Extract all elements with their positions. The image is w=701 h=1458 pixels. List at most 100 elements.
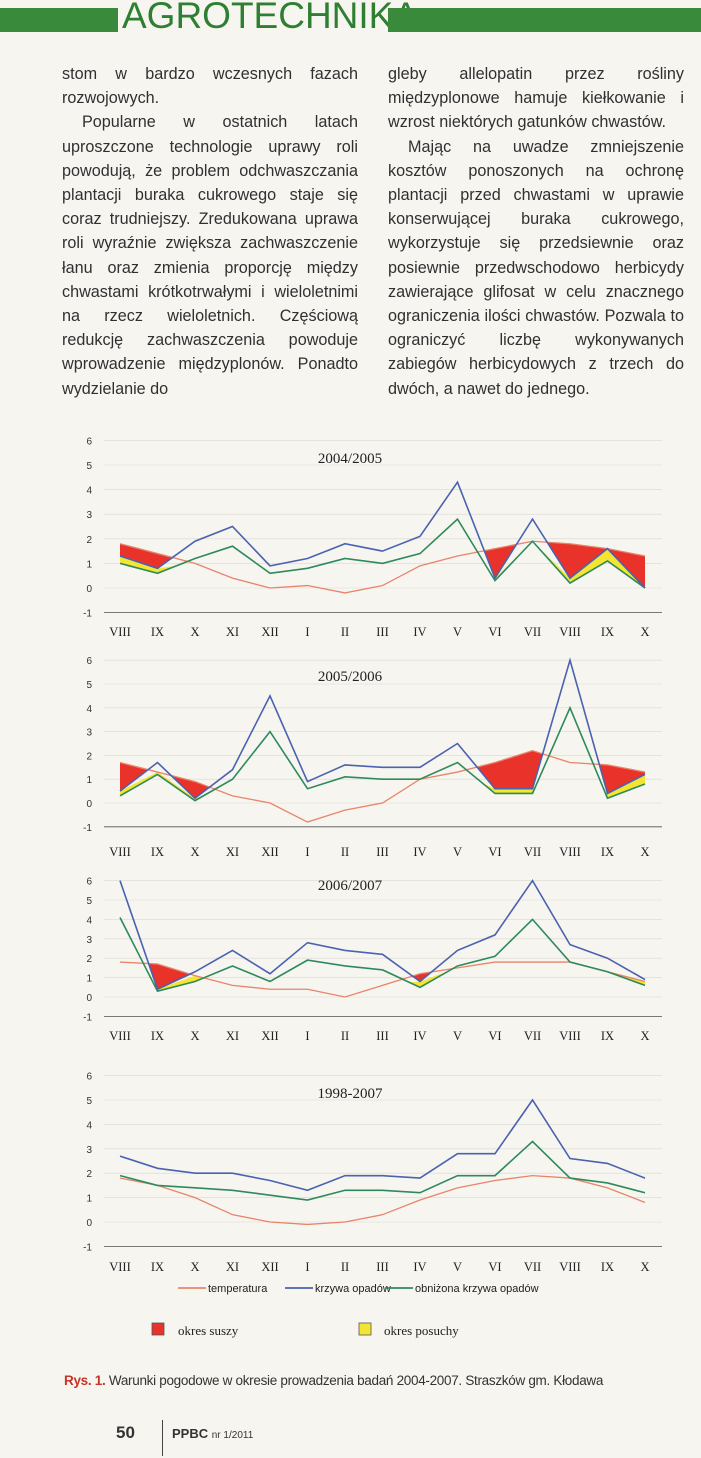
y-tick-label: 2 (86, 751, 92, 762)
y-tick-label: 0 (86, 584, 92, 595)
x-tick-label: IX (151, 1260, 164, 1274)
reduced-rain-line (119, 517, 646, 589)
y-tick-label: 4 (86, 704, 92, 715)
figure-caption: Rys. 1. Warunki pogodowe w okresie prowa… (64, 1373, 603, 1388)
rain-line (119, 1098, 646, 1192)
x-tick-label: VIII (559, 1029, 581, 1043)
x-tick-label: VII (524, 1260, 541, 1274)
chart-legend: temperatura krzywa opadów obniżona krzywa … (151, 1283, 539, 1338)
y-tick-label: 2 (86, 535, 92, 546)
reduced-rain-line (119, 917, 646, 993)
x-tick-label: I (305, 625, 309, 639)
chart-title: 1998-2007 (318, 1086, 383, 1102)
y-tick-label: 1 (86, 775, 92, 786)
x-tick-label: V (453, 1029, 462, 1043)
y-tick-label: 4 (86, 486, 92, 497)
x-tick-label: VIII (109, 1029, 131, 1043)
reduced-rain-line (119, 705, 646, 802)
x-tick-label: X (190, 1260, 199, 1274)
x-tick-label: XII (261, 845, 278, 859)
x-tick-label: VIII (109, 845, 131, 859)
x-tick-label: IV (413, 1029, 426, 1043)
x-tick-label: II (341, 845, 349, 859)
temperature-line (119, 961, 646, 998)
y-tick-label: 5 (86, 680, 92, 691)
x-tick-label: IX (151, 1029, 164, 1043)
section-title: AGROTECHNIKA (122, 0, 419, 36)
x-tick-label: IX (601, 1260, 614, 1274)
drought-area (120, 762, 149, 792)
drought-area (120, 543, 158, 569)
header-bar-left (0, 8, 118, 32)
y-tick-label: 0 (86, 993, 92, 1004)
y-tick-label: 0 (86, 1218, 92, 1229)
x-tick-label: III (376, 845, 389, 859)
y-tick-label: 4 (86, 1120, 92, 1131)
x-tick-label: V (453, 1260, 462, 1274)
y-tick-label: 1 (86, 559, 92, 570)
x-tick-label: IX (151, 845, 164, 859)
legend-label-drought: okres suszy (178, 1323, 239, 1338)
x-tick-label: III (376, 1029, 389, 1043)
x-tick-label: IX (601, 625, 614, 639)
x-tick-label: VI (488, 845, 501, 859)
legend-label: temperatura (208, 1283, 268, 1295)
x-tick-label: V (453, 625, 462, 639)
y-tick-label: 2 (86, 1169, 92, 1180)
x-tick-label: X (190, 1029, 199, 1043)
y-tick-label: -1 (83, 609, 92, 620)
y-tick-label: -1 (83, 1012, 92, 1023)
drought-area (570, 543, 608, 579)
y-tick-label: 2 (86, 954, 92, 965)
x-tick-label: XI (226, 1260, 239, 1274)
x-tick-label: XII (261, 1260, 278, 1274)
x-tick-label: X (190, 845, 199, 859)
y-tick-label: 4 (86, 915, 92, 926)
y-tick-label: 6 (86, 436, 92, 447)
temperature-line (119, 540, 646, 594)
x-tick-label: X (640, 625, 649, 639)
temperature-line (119, 749, 646, 823)
x-tick-label: I (305, 1029, 309, 1043)
x-tick-label: XI (226, 1029, 239, 1043)
y-tick-label: 3 (86, 510, 92, 521)
y-tick-label: 5 (86, 461, 92, 472)
caption-text: Warunki pogodowe w okresie prowadzenia b… (108, 1373, 604, 1388)
x-tick-label: X (640, 1029, 649, 1043)
x-tick-label: VIII (559, 845, 581, 859)
publication-issue: nr 1/2011 (211, 1430, 254, 1441)
x-tick-label: VIII (109, 1260, 131, 1274)
dry-area (570, 548, 608, 584)
dry-area (607, 774, 645, 799)
rain-line (119, 480, 646, 589)
paragraph: Mając na uwadze zmniejszenie kosztów pon… (388, 137, 684, 398)
paragraph: stom w bardzo wczesnych fazach rozwojowy… (62, 65, 358, 108)
publication-name: PPBC nr 1/2011 (172, 1426, 253, 1441)
paragraph: gleby allelopatin przez rośliny międzypl… (388, 65, 684, 132)
x-tick-label: II (341, 1260, 349, 1274)
page-number: 50 (116, 1423, 135, 1442)
y-tick-label: 0 (86, 799, 92, 810)
drought-area (195, 781, 210, 799)
x-tick-label: XI (226, 625, 239, 639)
y-tick-label: -1 (83, 1242, 92, 1253)
text-column-right: gleby allelopatin przez rośliny międzypl… (388, 62, 684, 401)
drought-swatch (151, 1322, 165, 1336)
x-tick-label: VIII (559, 1260, 581, 1274)
x-tick-label: VIII (109, 625, 131, 639)
chart-title: 2004/2005 (318, 451, 382, 467)
x-tick-label: VII (524, 845, 541, 859)
caption-label: Rys. 1. (64, 1373, 106, 1388)
x-tick-label: IV (413, 845, 426, 859)
x-tick-label: V (453, 845, 462, 859)
x-tick-label: IV (413, 1260, 426, 1274)
dry-swatch (358, 1322, 372, 1336)
y-tick-label: 6 (86, 656, 92, 667)
x-tick-label: III (376, 625, 389, 639)
x-tick-label: VI (488, 1029, 501, 1043)
x-tick-label: I (305, 845, 309, 859)
dry-area (157, 975, 195, 992)
